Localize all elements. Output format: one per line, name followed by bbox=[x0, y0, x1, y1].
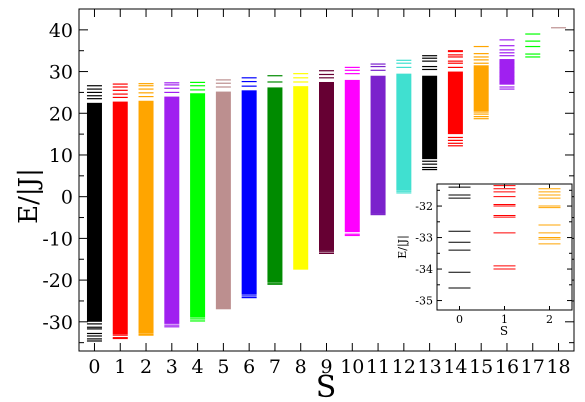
x-tick-label: 11 bbox=[366, 356, 390, 378]
inset-y-axis-label: E/|J| bbox=[396, 235, 410, 259]
y-tick-label: -10 bbox=[42, 228, 73, 250]
x-tick-label: 4 bbox=[192, 356, 204, 378]
x-tick-label: 6 bbox=[243, 356, 255, 378]
band-s7 bbox=[267, 87, 283, 283]
x-tick-label: 2 bbox=[140, 356, 152, 378]
band-s16 bbox=[499, 59, 515, 85]
band-s6 bbox=[241, 90, 257, 295]
x-tick-label: 12 bbox=[392, 356, 416, 378]
x-tick-label: 15 bbox=[469, 356, 493, 378]
main-plot-marks bbox=[86, 27, 567, 342]
y-tick-label: -30 bbox=[42, 312, 73, 334]
inset-x-axis-label: S bbox=[500, 324, 508, 338]
band-s9 bbox=[319, 81, 334, 251]
x-tick-label: 0 bbox=[88, 356, 100, 378]
band-s10 bbox=[344, 79, 360, 233]
x-tick-label: 17 bbox=[521, 356, 545, 378]
band-s3 bbox=[164, 96, 180, 324]
x-tick-label: 8 bbox=[295, 356, 307, 378]
x-tick-label: 1 bbox=[114, 356, 126, 378]
inset-x-tick-label: 2 bbox=[546, 313, 553, 326]
band-s4 bbox=[190, 93, 206, 318]
inset-y-tick-label: -35 bbox=[415, 295, 433, 308]
y-tick-label: 30 bbox=[49, 62, 73, 84]
inset-background bbox=[437, 184, 572, 310]
band-s5 bbox=[215, 91, 231, 310]
y-tick-label: 40 bbox=[49, 20, 73, 42]
x-tick-label: 7 bbox=[269, 356, 281, 378]
inset-x-tick-label: 1 bbox=[501, 313, 508, 326]
x-tick-label: 16 bbox=[495, 356, 519, 378]
y-tick-label: -20 bbox=[42, 270, 73, 292]
x-tick-label: 10 bbox=[340, 356, 364, 378]
inset-axes: 0 1 2 -35 -34 -33 -32 bbox=[415, 184, 572, 326]
band-s8 bbox=[293, 86, 309, 270]
x-tick-label: 13 bbox=[418, 356, 442, 378]
inset-x-tick-label: 0 bbox=[456, 313, 463, 326]
y-tick-label: 0 bbox=[61, 187, 73, 209]
band-s1 bbox=[112, 101, 128, 335]
y-axis-label: E/|J| bbox=[14, 168, 44, 224]
x-tick-label: 3 bbox=[166, 356, 178, 378]
inset-y-tick-label: -32 bbox=[415, 200, 433, 213]
band-s12 bbox=[396, 73, 412, 191]
x-tick-label: 5 bbox=[217, 356, 229, 378]
y-tick-label: 10 bbox=[49, 145, 73, 167]
inset-y-tick-label: -34 bbox=[415, 263, 433, 276]
x-tick-label: 9 bbox=[320, 356, 332, 378]
x-tick-label: 14 bbox=[443, 356, 467, 378]
band-s13 bbox=[422, 75, 438, 160]
x-tick-label: 18 bbox=[546, 356, 570, 378]
band-s14 bbox=[447, 71, 463, 135]
band-s15 bbox=[473, 65, 489, 112]
inset-y-tick-label: -33 bbox=[415, 232, 433, 245]
band-s2 bbox=[138, 100, 154, 334]
band-s11 bbox=[370, 75, 386, 214]
inset-plot-marks bbox=[448, 185, 561, 289]
y-tick-label: 20 bbox=[49, 103, 73, 125]
x-axis-label: S bbox=[316, 370, 337, 402]
band-s0 bbox=[86, 102, 102, 322]
